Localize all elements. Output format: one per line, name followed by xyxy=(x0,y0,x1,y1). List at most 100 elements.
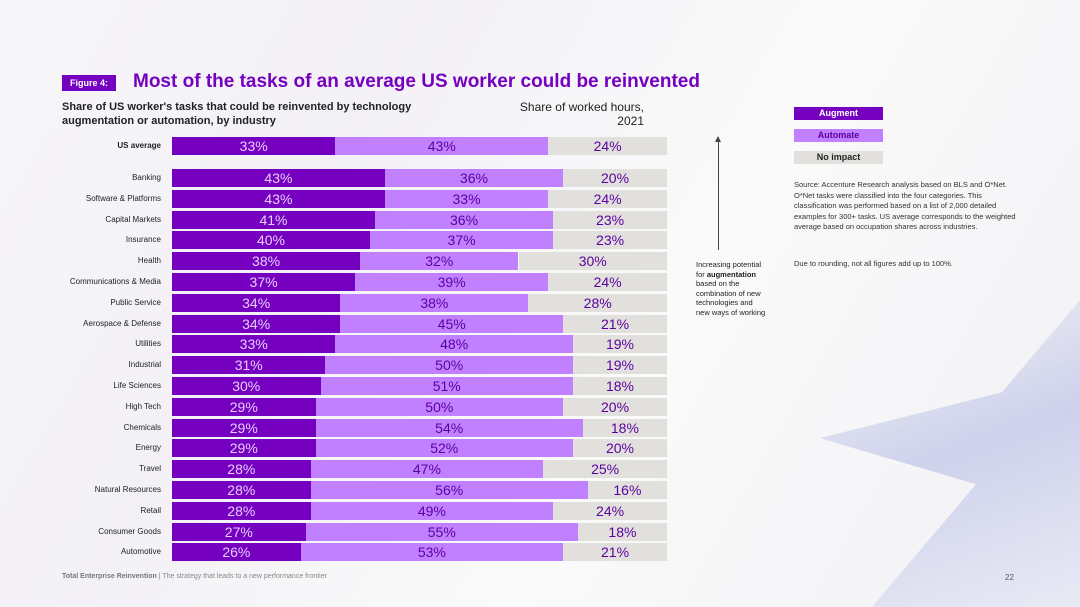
bar-no-impact: 24% xyxy=(548,273,667,291)
bar-automate: 55% xyxy=(305,522,578,541)
category-label: Communications & Media xyxy=(69,277,161,286)
data-label: 38% xyxy=(252,253,281,270)
bar-row: Software & Platforms 43% 33% 24% xyxy=(0,189,700,208)
category-label: Insurance xyxy=(125,235,161,245)
bar-automate: 38% xyxy=(340,293,529,312)
chart-title: Most of the tasks of an average US worke… xyxy=(133,71,700,92)
data-label: 32% xyxy=(425,253,454,270)
bar-no-impact: 18% xyxy=(577,522,667,541)
bar-no-impact: 19% xyxy=(572,356,667,375)
bar-no-impact: 24% xyxy=(553,501,667,520)
bar-augment: 27% xyxy=(172,522,306,541)
data-label: 38% xyxy=(420,294,449,311)
footer-title: Total Enterprise Reinvention xyxy=(62,573,157,580)
data-label: 33% xyxy=(239,336,268,353)
legend: Augment Automate No impact xyxy=(794,107,883,173)
data-label: 50% xyxy=(425,398,454,415)
bar-no-impact: 20% xyxy=(563,397,667,416)
data-label: 37% xyxy=(447,232,476,249)
category-label: Chemicals xyxy=(123,422,161,432)
bar-row: Retail 28% 49% 24% xyxy=(0,501,700,520)
bar-automate: 32% xyxy=(360,252,519,271)
data-label: 27% xyxy=(224,523,253,540)
data-label: 43% xyxy=(264,170,293,186)
category-label: Utilities xyxy=(135,339,161,349)
data-label: 31% xyxy=(234,357,263,374)
category-label: Automotive xyxy=(120,547,161,557)
data-label: 55% xyxy=(427,523,456,540)
bar-augment: 28% xyxy=(172,460,311,479)
data-label: 21% xyxy=(601,315,630,332)
data-label: 37% xyxy=(249,274,278,290)
category-label: Aerospace & Defense xyxy=(83,318,161,328)
bar-automate: 48% xyxy=(335,335,573,354)
category-label: High Tech xyxy=(125,401,161,411)
bar-augment: 41% xyxy=(172,210,375,229)
chart-subtitle: Share of US worker's tasks that could be… xyxy=(62,101,412,127)
data-label: 24% xyxy=(596,502,625,519)
data-label: 20% xyxy=(605,440,634,457)
bar-augment: 40% xyxy=(172,231,370,250)
data-label: 45% xyxy=(437,315,466,332)
bar-row: Health 38% 32% 30% xyxy=(0,252,700,271)
bar-no-impact: 19% xyxy=(572,335,667,354)
data-label: 30% xyxy=(578,253,607,270)
legend-no-impact: No impact xyxy=(794,151,883,164)
bar-automate: 36% xyxy=(374,210,554,229)
bar-automate: 50% xyxy=(325,356,573,375)
data-label: 19% xyxy=(605,336,634,353)
data-label: 30% xyxy=(232,378,261,394)
bar-no-impact: 28% xyxy=(528,293,667,312)
bar-no-impact: 24% xyxy=(548,189,667,208)
data-label: 52% xyxy=(430,440,459,457)
data-label: 34% xyxy=(242,315,271,332)
legend-automate: Automate xyxy=(794,129,883,142)
bar-row: Chemicals 29% 54% 18% xyxy=(0,418,700,437)
bar-augment: 33% xyxy=(172,137,336,155)
bar-row: Consumer Goods 27% 55% 18% xyxy=(0,522,700,541)
data-label: 26% xyxy=(222,544,251,561)
bar-augment: 38% xyxy=(172,252,361,271)
data-label: 24% xyxy=(593,138,622,154)
bar-row: Insurance 40% 37% 23% xyxy=(0,231,700,250)
data-label: 34% xyxy=(242,294,271,311)
data-label: 24% xyxy=(593,274,622,290)
category-label: US average xyxy=(117,141,161,150)
data-label: 29% xyxy=(229,440,258,457)
bar-automate: 54% xyxy=(315,418,583,437)
bar-no-impact: 25% xyxy=(543,460,667,479)
data-label: 29% xyxy=(229,398,258,415)
bar-row: Banking 43% 36% 20% xyxy=(0,169,700,187)
category-label: Retail xyxy=(140,505,161,515)
bar-row: US average 33% 43% 24% xyxy=(0,137,700,155)
footer: Total Enterprise Reinvention | The strat… xyxy=(62,573,327,580)
bar-augment: 37% xyxy=(172,273,356,291)
data-label: 25% xyxy=(591,461,620,478)
bar-row: Utilities 33% 48% 19% xyxy=(0,335,700,354)
bar-row: Automotive 26% 53% 21% xyxy=(0,543,700,562)
bar-no-impact: 24% xyxy=(548,137,667,155)
bar-no-impact: 18% xyxy=(572,377,667,395)
bar-augment: 34% xyxy=(172,293,341,312)
bar-no-impact: 21% xyxy=(563,314,667,333)
data-label: 36% xyxy=(459,170,488,186)
category-label: Life Sciences xyxy=(113,381,161,390)
bar-augment: 28% xyxy=(172,481,311,499)
figure-badge: Figure 4: xyxy=(62,75,117,91)
bar-no-impact: 30% xyxy=(518,252,667,271)
bar-row: Energy 29% 52% 20% xyxy=(0,439,700,458)
note-text: based on the combination of new technolo… xyxy=(696,279,766,317)
bar-no-impact: 23% xyxy=(553,210,667,229)
data-label: 18% xyxy=(610,419,639,436)
data-label: 24% xyxy=(593,190,622,207)
bar-row: Life Sciences 30% 51% 18% xyxy=(0,377,700,395)
bar-no-impact: 16% xyxy=(587,481,667,499)
data-label: 43% xyxy=(264,190,293,207)
bar-automate: 56% xyxy=(310,481,588,499)
page-number: 22 xyxy=(1005,573,1014,582)
category-label: Natural Resources xyxy=(94,485,161,494)
data-label: 41% xyxy=(259,211,288,228)
bar-row: Natural Resources 28% 56% 16% xyxy=(0,481,700,499)
data-label: 28% xyxy=(227,482,256,498)
bar-augment: 43% xyxy=(172,169,385,187)
